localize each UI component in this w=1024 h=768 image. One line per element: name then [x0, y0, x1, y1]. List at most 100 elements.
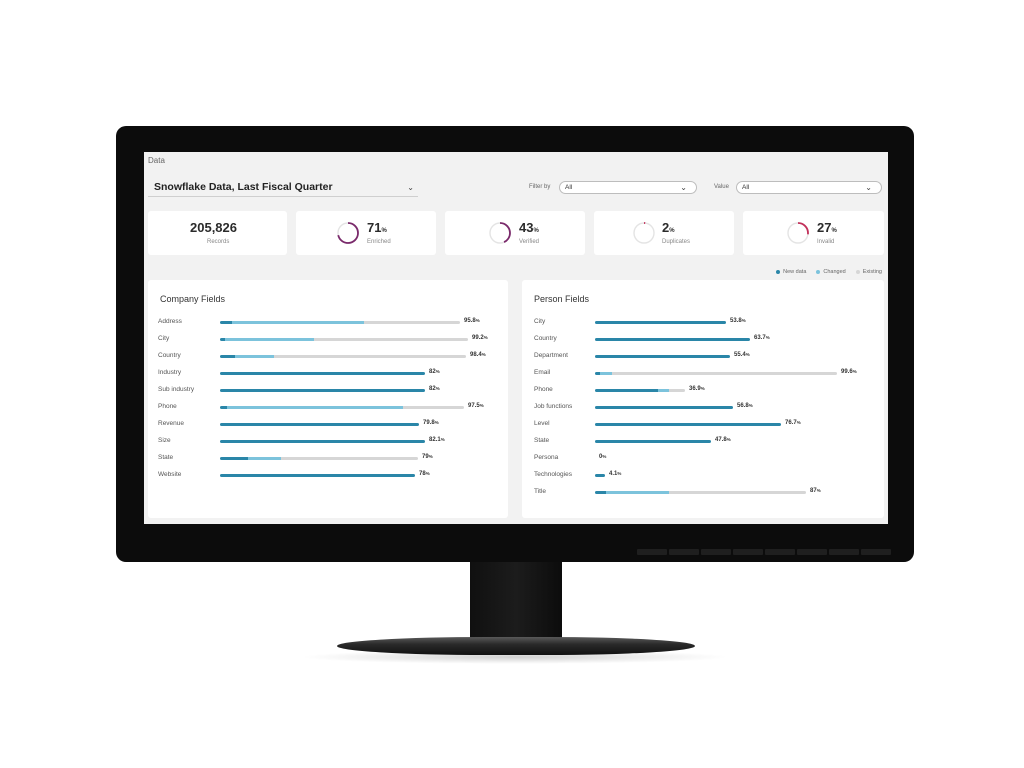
bar-segment-changed	[234, 355, 275, 358]
dataset-select[interactable]: Snowflake Data, Last Fiscal Quarter ⌄	[148, 178, 418, 197]
bar-segment-existing	[668, 389, 685, 392]
field-name: Job functions	[534, 403, 573, 410]
bar-segment-new	[220, 440, 425, 443]
field-bar	[595, 406, 733, 409]
bar-segment-new	[220, 355, 235, 358]
company-fields-panel: Company Fields Address 95.8% City 99.2% Coun…	[148, 280, 508, 518]
field-row: Department 55.4%	[534, 351, 874, 361]
field-row: Sub industry 82%	[158, 385, 498, 395]
field-name: Email	[534, 369, 551, 376]
field-row: Title 87%	[534, 487, 874, 497]
bar-segment-new	[220, 423, 419, 426]
bar-segment-new	[220, 474, 415, 477]
field-row: Revenue 79.8%	[158, 419, 498, 429]
bar-segment-new	[220, 338, 225, 341]
donut-fill	[787, 222, 809, 244]
legend-changed-label: Changed	[823, 269, 846, 275]
field-value: 82%	[429, 369, 440, 375]
field-name: Address	[158, 318, 182, 325]
field-value: 82%	[429, 386, 440, 392]
field-value: 99.2%	[472, 335, 488, 341]
field-name: City	[534, 318, 546, 325]
bar-segment-new	[595, 321, 726, 324]
verified-donut	[489, 222, 511, 244]
duplicates-unit: %	[669, 228, 675, 234]
field-name: Phone	[534, 386, 553, 393]
legend: New data Changed Existing	[776, 269, 882, 275]
field-value: 95.8%	[464, 318, 480, 324]
duplicates-label: Duplicates	[662, 239, 691, 245]
field-row: State 79%	[158, 453, 498, 463]
field-value: 99.6%	[841, 369, 857, 375]
bar-segment-new	[595, 491, 606, 494]
field-name: Website	[158, 471, 182, 478]
invalid-donut	[787, 222, 809, 244]
chevron-down-icon: ⌄	[865, 183, 872, 192]
field-bar	[220, 372, 425, 375]
field-name: Sub industry	[158, 386, 195, 393]
bar-segment-new	[595, 355, 730, 358]
bar-segment-existing	[403, 406, 464, 409]
field-value: 78%	[419, 471, 430, 477]
kpi-verified: 43% Verified	[445, 211, 585, 255]
field-name: Level	[534, 420, 550, 427]
field-row: Persona 0%	[534, 453, 874, 463]
verified-unit: %	[533, 228, 539, 234]
legend-existing-dot	[855, 270, 860, 274]
field-value: 55.4%	[734, 352, 750, 358]
field-bar	[220, 457, 418, 460]
legend-new-label: New data	[783, 269, 807, 275]
enriched-donut	[337, 222, 359, 244]
donut-fill	[489, 222, 511, 244]
bar-segment-existing	[281, 457, 418, 460]
field-bar	[595, 321, 726, 324]
filter-by-select[interactable]: All ⌄	[559, 181, 697, 194]
field-value: 79.8%	[423, 420, 439, 426]
legend-changed: Changed	[816, 269, 846, 275]
field-row: Technologies 4.1%	[534, 470, 874, 480]
person-fields-title: Person Fields	[534, 294, 590, 304]
donut-track	[633, 222, 655, 244]
field-bar	[220, 474, 415, 477]
enriched-label: Enriched	[367, 239, 391, 245]
bar-segment-new	[595, 372, 600, 375]
field-row: Phone 97.5%	[158, 402, 498, 412]
bar-segment-new	[220, 457, 248, 460]
field-value: 82.1%	[429, 437, 445, 443]
field-row: Email 99.6%	[534, 368, 874, 378]
field-name: City	[158, 335, 170, 342]
field-value: 76.7%	[785, 420, 801, 426]
field-value: 98.4%	[470, 352, 486, 358]
bar-segment-new	[595, 423, 781, 426]
field-name: Title	[534, 488, 547, 495]
field-bar	[595, 440, 711, 443]
value-select[interactable]: All ⌄	[736, 181, 882, 194]
field-name: Size	[158, 437, 171, 444]
field-row: Country 98.4%	[158, 351, 498, 361]
field-bar	[595, 338, 750, 341]
chevron-down-icon: ⌄	[407, 182, 414, 192]
bar-segment-existing	[611, 372, 837, 375]
field-value: 63.7%	[754, 335, 770, 341]
field-value: 79%	[422, 454, 433, 460]
field-row: State 47.8%	[534, 436, 874, 446]
field-row: Industry 82%	[158, 368, 498, 378]
field-bar	[220, 338, 468, 341]
field-name: State	[158, 454, 174, 461]
bar-segment-changed	[599, 372, 612, 375]
bar-segment-new	[220, 372, 425, 375]
duplicates-donut	[633, 222, 655, 244]
field-value: 36.9%	[689, 386, 705, 392]
field-value: 56.8%	[737, 403, 753, 409]
duplicates-value: 2	[662, 220, 670, 235]
bar-segment-new	[220, 321, 232, 324]
field-name: Industry	[158, 369, 182, 376]
bar-segment-existing	[668, 491, 806, 494]
field-value: 97.5%	[468, 403, 484, 409]
bar-segment-changed	[658, 389, 669, 392]
field-name: Persona	[534, 454, 559, 461]
donut-fill	[337, 222, 359, 244]
field-bar	[595, 491, 806, 494]
invalid-value: 27	[817, 220, 832, 235]
filter-by-value: All	[565, 184, 573, 191]
